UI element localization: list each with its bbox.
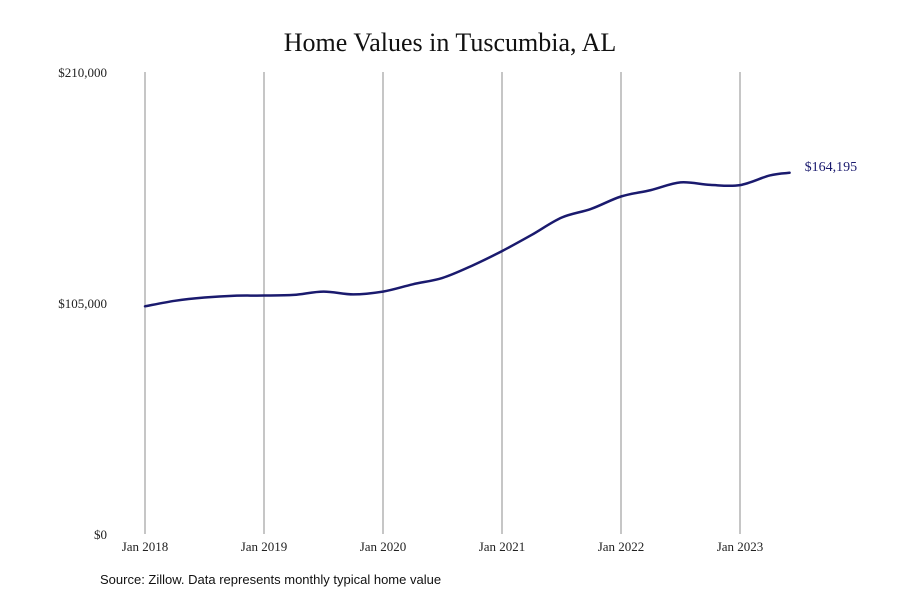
y-tick-label: $210,000 xyxy=(58,65,107,80)
y-tick-label: $0 xyxy=(94,527,107,542)
y-tick-label: $105,000 xyxy=(58,296,107,311)
grid-lines xyxy=(144,72,741,534)
x-tick-label: Jan 2023 xyxy=(717,539,764,554)
x-tick-label: Jan 2022 xyxy=(598,539,645,554)
source-note: Source: Zillow. Data represents monthly … xyxy=(100,572,442,587)
series-line-home-value xyxy=(143,171,791,308)
x-tick-label: Jan 2019 xyxy=(241,539,288,554)
x-tick-label: Jan 2020 xyxy=(360,539,407,554)
y-axis: $210,000 $105,000 $0 xyxy=(58,65,107,542)
x-tick-label: Jan 2021 xyxy=(479,539,526,554)
end-value-label: $164,195 xyxy=(805,160,858,175)
x-tick-label: Jan 2018 xyxy=(122,539,169,554)
x-axis: Jan 2018 Jan 2019 Jan 2020 Jan 2021 Jan 2022… xyxy=(122,539,764,554)
chart-title: Home Values in Tuscumbia, AL xyxy=(283,28,617,57)
